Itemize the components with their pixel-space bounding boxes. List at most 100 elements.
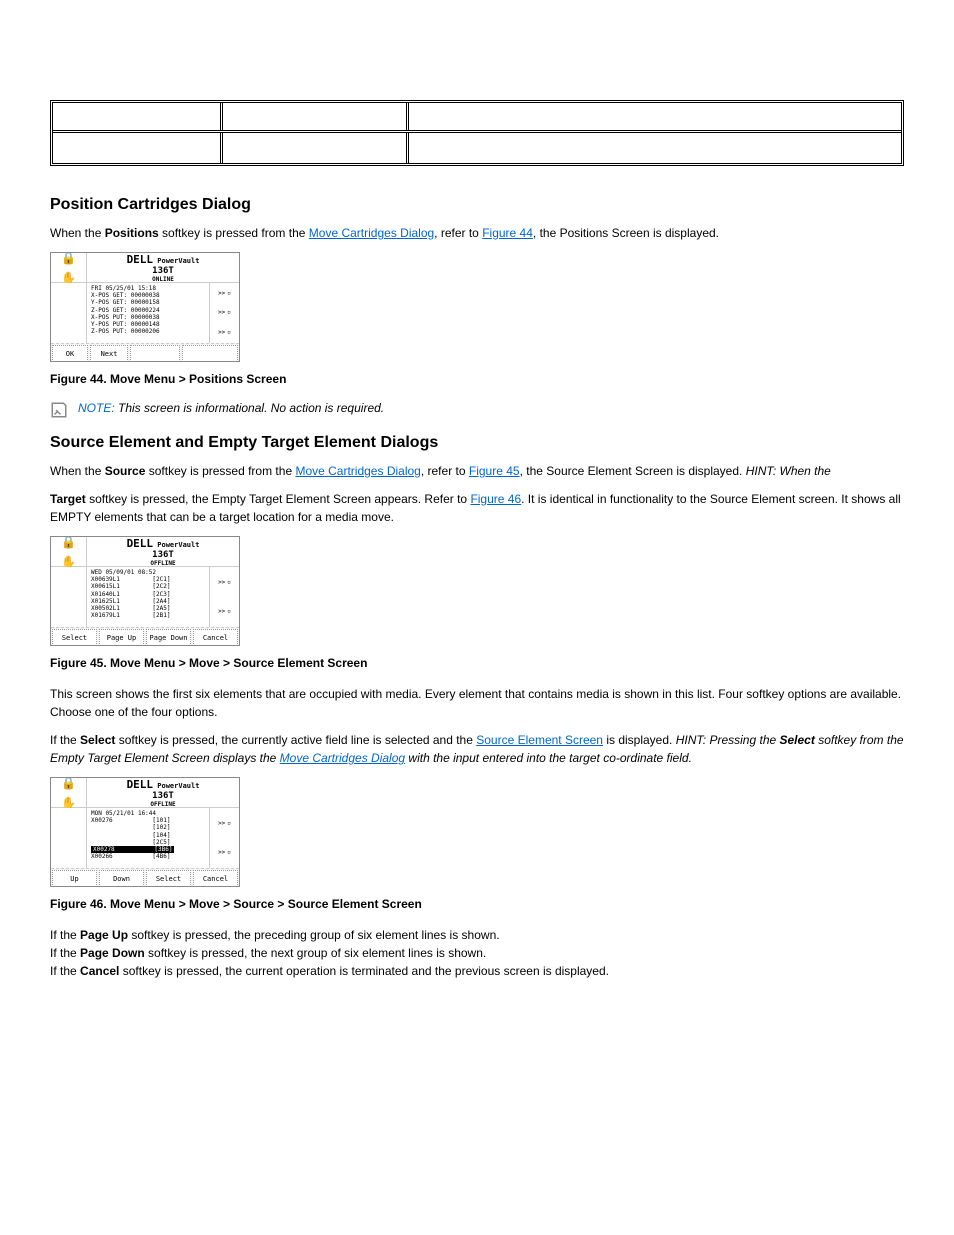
data-row: X00502L1 [2A5]	[91, 605, 205, 612]
table-cell	[223, 103, 410, 130]
bold-text: Select	[780, 733, 815, 747]
section-heading-source: Source Element and Empty Target Element …	[50, 434, 904, 452]
bold-text: Page Down	[80, 946, 145, 960]
lcd-screen-source: 🔒 ✋ DELL PowerVault 136T OFFLINE WED 05/…	[50, 536, 240, 646]
arrow-icon: >>	[218, 849, 225, 856]
bold-text: Positions	[105, 226, 159, 240]
data-row: X-POS PUT: 00000038	[91, 314, 205, 321]
datetime: MON 05/21/01 16:44	[91, 810, 205, 817]
down-button[interactable]: Down	[99, 870, 144, 887]
section-heading-position: Position Cartridges Dialog	[50, 196, 904, 214]
bold-text: Target	[50, 492, 86, 506]
arrow-icon: >>	[218, 820, 225, 827]
table-row	[53, 133, 901, 163]
hint-text: HINT: When the	[746, 464, 831, 478]
paragraph: If the Page Up softkey is pressed, the p…	[50, 926, 904, 980]
link-figure-46[interactable]: Figure 46	[470, 492, 521, 506]
product-name: PowerVault	[157, 782, 199, 790]
link-move-cartridges[interactable]: Move Cartridges Dialog	[309, 226, 434, 240]
cancel-button[interactable]: Cancel	[193, 629, 238, 646]
text: If the	[50, 946, 80, 960]
paragraph: Target softkey is pressed, the Empty Tar…	[50, 490, 904, 526]
data-row: [104]	[91, 832, 205, 839]
text: When the	[50, 226, 105, 240]
text: softkey is pressed, the next group of si…	[145, 946, 487, 960]
bold-text: Cancel	[80, 964, 119, 978]
text: softkey is pressed from the	[159, 226, 309, 240]
text: , refer to	[421, 464, 469, 478]
text: If the	[50, 733, 80, 747]
lock-icon: 🔒	[61, 536, 76, 549]
data-row: Z-POS GET: 00000224	[91, 307, 205, 314]
data-row: X01640L1 [2C3]	[91, 591, 205, 598]
pagedown-button[interactable]: Page Down	[146, 629, 191, 646]
text: is displayed.	[603, 733, 676, 747]
text: , refer to	[434, 226, 482, 240]
link-figure-44[interactable]: Figure 44	[482, 226, 533, 240]
data-row: Y-POS GET: 00000158	[91, 299, 205, 306]
note-text: This screen is informational. No action …	[115, 401, 384, 415]
table-cell	[53, 133, 223, 163]
data-row: X00276 [101]	[91, 817, 205, 824]
text: When the	[50, 464, 105, 478]
figure-label-46: Figure 46. Move Menu > Move > Source > S…	[50, 897, 904, 911]
lock-icon: 🔒	[61, 252, 76, 265]
up-button[interactable]: Up	[52, 870, 97, 887]
product-name: PowerVault	[157, 257, 199, 265]
datetime: FRI 05/25/01 15:18	[91, 285, 205, 292]
pageup-button[interactable]: Page Up	[99, 629, 144, 646]
paragraph: When the Source softkey is pressed from …	[50, 462, 904, 480]
link-source-element[interactable]: Source Element Screen	[476, 733, 603, 747]
data-row: Z-POS PUT: 00000206	[91, 328, 205, 335]
data-row: [2C5]	[91, 839, 205, 846]
lcd-screen-target: 🔒 ✋ DELL PowerVault 136T OFFLINE MON 05/…	[50, 777, 240, 887]
dell-logo: DELL	[127, 778, 154, 791]
arrow-icon: >>	[218, 309, 225, 316]
arrow-icon: >>	[218, 290, 225, 297]
select-button[interactable]: Select	[52, 629, 97, 646]
lcd-screen-positions: 🔒 ✋ DELL PowerVault 136T ONLINE FRI 05/2…	[50, 252, 240, 362]
figure-label-44: Figure 44. Move Menu > Positions Screen	[50, 372, 904, 386]
text: softkey is pressed, the preceding group …	[128, 928, 500, 942]
cancel-button[interactable]: Cancel	[193, 870, 238, 887]
text: softkey is pressed, the Empty Target Ele…	[86, 492, 471, 506]
bold-text: Select	[80, 733, 115, 747]
text: , the Positions Screen is displayed.	[533, 226, 719, 240]
status-text: OFFLINE	[150, 801, 175, 808]
model-number: 136T	[152, 550, 174, 560]
data-row: X00266 [4B6]	[91, 853, 205, 860]
dell-logo: DELL	[127, 253, 154, 266]
text: with the input entered into the target c…	[405, 751, 692, 765]
bold-text: Page Up	[80, 928, 128, 942]
paragraph: When the Positions softkey is pressed fr…	[50, 224, 904, 242]
note-label: NOTE:	[78, 401, 115, 415]
link-move-cartridges[interactable]: Move Cartridges Dialog	[280, 751, 405, 765]
link-figure-45[interactable]: Figure 45	[469, 464, 520, 478]
data-row: X00278 [3B6]	[91, 846, 205, 853]
text: softkey is pressed, the current operatio…	[119, 964, 609, 978]
data-row: [102]	[91, 824, 205, 831]
paragraph: If the Select softkey is pressed, the cu…	[50, 731, 904, 767]
dell-logo: DELL	[127, 537, 154, 550]
blank-button	[182, 345, 238, 362]
link-move-cartridges[interactable]: Move Cartridges Dialog	[295, 464, 420, 478]
data-row: Y-POS PUT: 00000148	[91, 321, 205, 328]
data-row: X00615L1 [2C2]	[91, 583, 205, 590]
ok-button[interactable]: OK	[52, 345, 88, 362]
data-row: X-POS GET: 00000038	[91, 292, 205, 299]
product-name: PowerVault	[157, 541, 199, 549]
arrow-icon: >>	[218, 329, 225, 336]
data-row: X01679L1 [2B1]	[91, 612, 205, 619]
table-cell	[409, 133, 901, 163]
lock-icon: 🔒	[61, 777, 76, 790]
next-button[interactable]: Next	[90, 345, 128, 362]
arrow-icon: >>	[218, 608, 225, 615]
figure-label-45: Figure 45. Move Menu > Move > Source Ele…	[50, 656, 904, 670]
text: If the	[50, 964, 80, 978]
note-icon	[50, 401, 68, 419]
hint-text: HINT: Pressing the	[676, 733, 780, 747]
status-text: OFFLINE	[150, 560, 175, 567]
model-number: 136T	[152, 266, 174, 276]
bold-text: Source	[105, 464, 146, 478]
select-button[interactable]: Select	[146, 870, 191, 887]
